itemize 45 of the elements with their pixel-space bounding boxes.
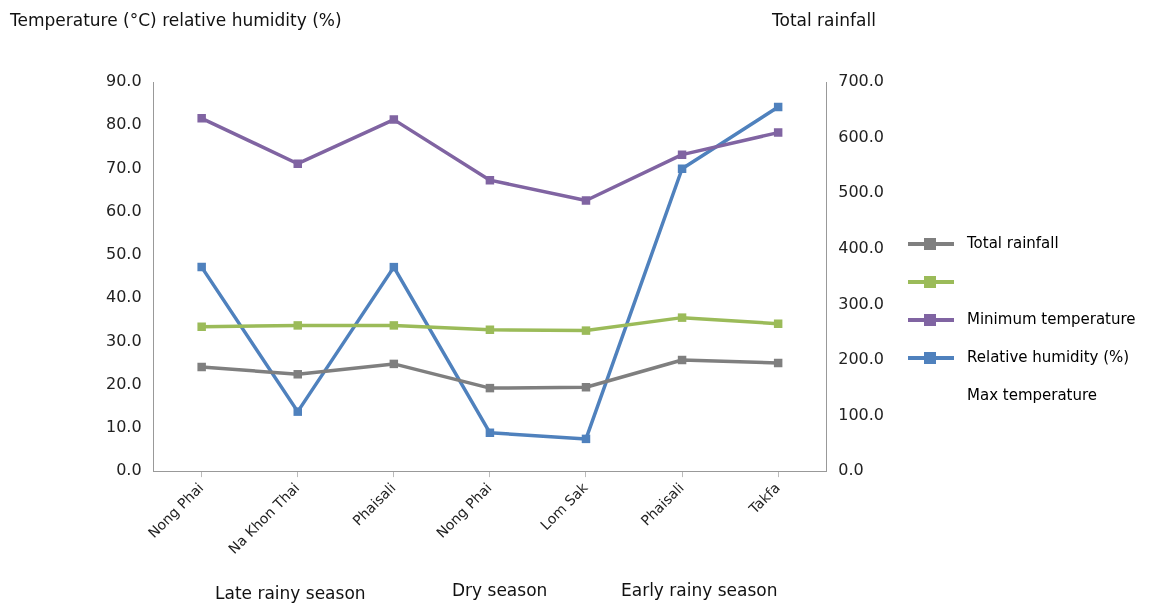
point [293,370,302,379]
text: Early rainy season [621,580,778,600]
legend-label: Relative humidity (%) [967,348,1130,366]
point [197,322,206,331]
legend-label: Minimum temperature [967,310,1136,328]
y-tick-label: 80.0 [106,114,142,134]
y-tick-label: 0.0 [116,460,142,480]
point [197,114,206,123]
y2-tick-label: 400.0 [838,237,885,257]
y-tick-label: 50.0 [106,244,142,264]
y2-tick-label: 100.0 [838,404,885,424]
y-axis-title: Temperature (°C) relative humidity (%) [10,10,342,30]
y2-tick-label: 300.0 [838,293,885,313]
point [389,321,399,330]
point [773,128,783,137]
y-tick-label: 30.0 [106,330,142,350]
y2-tick-label: 500.0 [838,182,885,202]
text: Late rainy season [215,583,366,603]
y2-tick-label: 0.0 [838,460,864,480]
point [197,262,206,272]
point [389,115,399,124]
y2-tick-label: 600.0 [838,126,885,146]
y-tick-label: 20.0 [106,373,142,393]
point [293,159,302,168]
y2-axis-title: Total rainfall [772,10,876,30]
point [677,164,687,173]
point [197,362,206,372]
point [581,196,591,205]
y2-tick-label: 200.0 [838,349,885,369]
point [677,313,687,322]
text: Dry season [452,580,548,600]
y-tick-label: 40.0 [106,287,142,307]
point [293,407,302,416]
point [485,325,495,334]
point [677,150,687,159]
point [293,321,302,330]
legend-label: Total rainfall [967,234,1059,252]
point [773,319,783,328]
y-tick-label: 10.0 [106,417,142,437]
y2-tick-label: 700.0 [838,71,885,91]
y-tick-label: 90.0 [106,71,142,91]
y-tick-label: 60.0 [106,200,142,220]
point [581,326,591,335]
text: Max temperature [967,386,1098,404]
y-tick-label: 70.0 [106,157,142,177]
